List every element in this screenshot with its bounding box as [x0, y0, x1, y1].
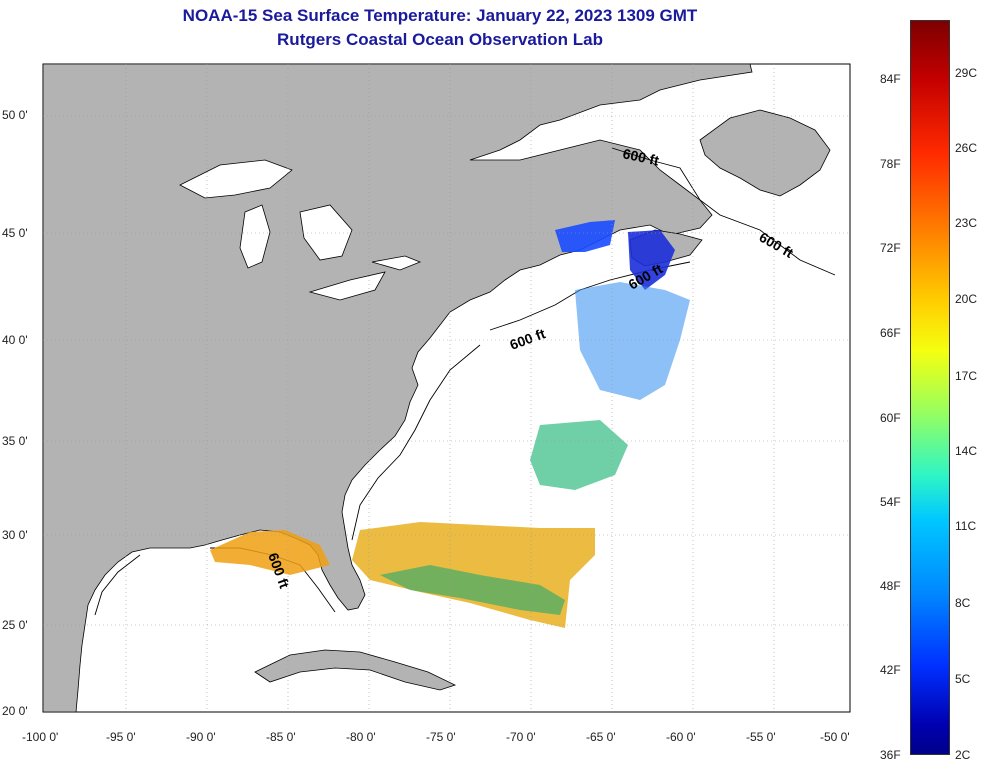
sst-swath-scotian-shelf: [628, 230, 675, 290]
lon-label-95: -95 0': [106, 730, 136, 744]
colorbar-f-36: 36F: [880, 748, 901, 762]
lat-label-20: 20 0': [2, 704, 28, 718]
lon-label-55: -55 0': [746, 730, 776, 744]
lat-label-40: 40 0': [2, 333, 28, 347]
lon-label-70: -70 0': [506, 730, 536, 744]
sst-swaths: [210, 220, 690, 628]
colorbar-c-14: 14C: [955, 444, 978, 458]
lon-label-85: -85 0': [266, 730, 296, 744]
colorbar-f-60: 60F: [880, 411, 901, 425]
map-subtitle: Rutgers Coastal Ocean Observation Lab: [277, 30, 603, 49]
temperature-colorbar: [910, 20, 950, 755]
sst-swath-gulf-of-mexico: [210, 530, 330, 575]
colorbar-c-11: 11C: [955, 519, 977, 533]
colorbar-c-2: 2C: [955, 748, 971, 762]
sst-swath-gulf-stream: [380, 565, 565, 615]
lon-label-60: -60 0': [666, 730, 696, 744]
colorbar-f-66: 66F: [880, 326, 901, 340]
lon-label-50: -50 0': [820, 730, 850, 744]
great-lakes: [179, 159, 422, 301]
colorbar-f-78: 78F: [880, 157, 901, 171]
colorbar-f-54: 54F: [880, 495, 901, 509]
sst-map: 600 ft 600 ft 600 ft 600 ft 600 ft: [42, 63, 851, 713]
lat-label-45: 45 0': [2, 226, 28, 240]
lat-label-35: 35 0': [2, 434, 28, 448]
lon-label-90: -90 0': [186, 730, 216, 744]
colorbar-f-84: 84F: [880, 72, 901, 86]
colorbar-c-29: 29C: [955, 66, 978, 80]
lat-label-30: 30 0': [2, 528, 28, 542]
lon-label-100: -100 0': [22, 730, 59, 744]
isobath-label-gulf-st-lawrence: 600 ft: [621, 145, 660, 168]
graticule: [43, 64, 850, 712]
colorbar-c-23: 23C: [955, 216, 978, 230]
sst-swath-gulf-of-maine: [555, 220, 615, 252]
lon-label-75: -75 0': [426, 730, 456, 744]
sst-swath-offshore-mid-atlantic: [530, 420, 628, 490]
map-title: NOAA-15 Sea Surface Temperature: January…: [182, 6, 698, 25]
colorbar-c-5: 5C: [955, 672, 971, 686]
colorbar-f-72: 72F: [880, 241, 901, 255]
lon-label-65: -65 0': [586, 730, 616, 744]
colorbar-f-48: 48F: [880, 579, 901, 593]
lon-label-80: -80 0': [346, 730, 376, 744]
colorbar-c-26: 26C: [955, 141, 978, 155]
sst-swath-georges-bank: [575, 282, 690, 400]
land-newfoundland: [699, 109, 831, 197]
lat-label-50: 50 0': [2, 108, 28, 122]
colorbar-c-8: 8C: [955, 596, 971, 610]
lat-label-25: 25 0': [2, 618, 28, 632]
land-cuba: [254, 649, 457, 691]
colorbar-f-42: 42F: [880, 663, 901, 677]
colorbar-c-17: 17C: [955, 369, 978, 383]
colorbar-c-20: 20C: [955, 292, 978, 306]
